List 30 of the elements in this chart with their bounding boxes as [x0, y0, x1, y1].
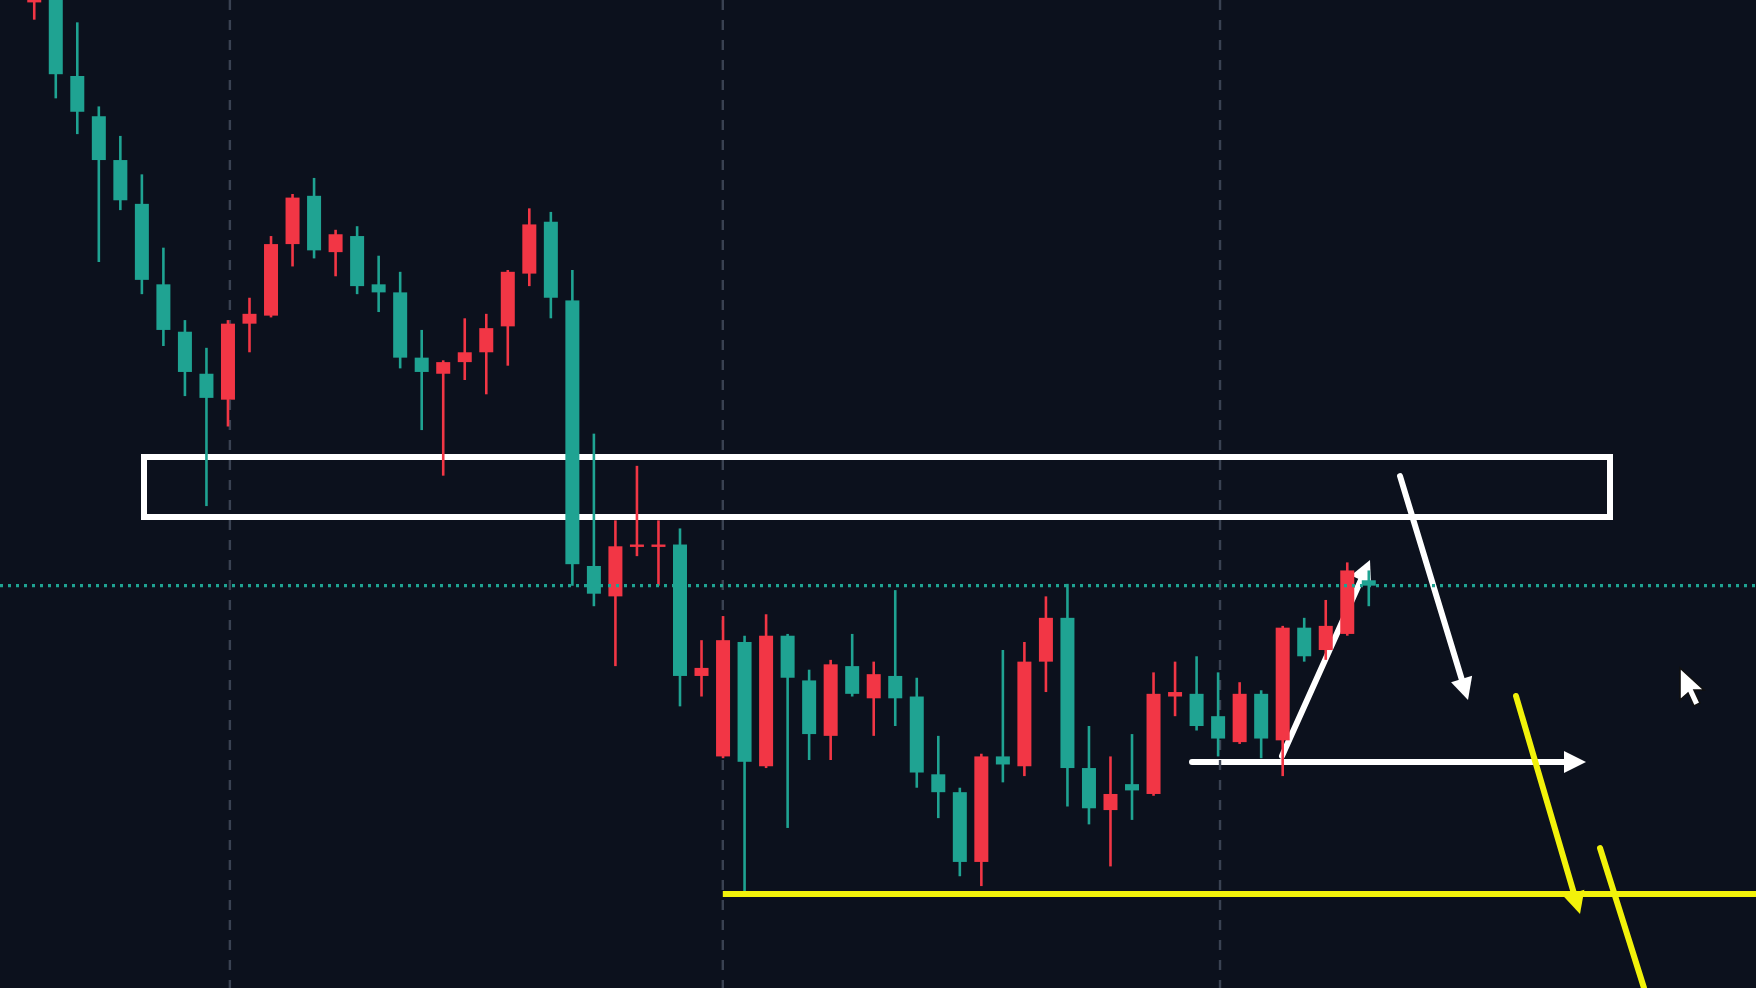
candlestick — [371, 254, 386, 314]
candlestick — [1125, 732, 1140, 822]
candlestick — [156, 246, 171, 348]
candlestick — [1254, 688, 1269, 760]
candlestick — [285, 192, 300, 268]
candlestick — [414, 328, 429, 432]
candlestick — [242, 296, 257, 354]
candlestick — [1038, 595, 1053, 694]
candlestick — [113, 134, 128, 212]
candlestick — [70, 21, 85, 136]
candlestick — [1297, 616, 1312, 663]
candlestick — [1211, 671, 1226, 758]
candlestick — [931, 734, 946, 820]
candlestick — [694, 638, 709, 698]
candlestick — [1103, 755, 1118, 868]
candlestick — [177, 318, 192, 398]
candlestick — [1189, 654, 1204, 732]
candlestick — [1081, 724, 1096, 826]
candlestick — [436, 359, 451, 477]
candlestick — [91, 105, 106, 264]
candlestick — [457, 317, 472, 382]
candlestick — [199, 346, 214, 508]
candlestick — [1318, 598, 1333, 662]
candlestick — [780, 632, 795, 830]
candlestick — [1168, 660, 1183, 718]
candlestick — [866, 660, 881, 738]
candlestick — [479, 312, 494, 396]
candlestick — [845, 632, 860, 698]
candlestick — [328, 228, 343, 278]
candlestick — [995, 648, 1010, 784]
